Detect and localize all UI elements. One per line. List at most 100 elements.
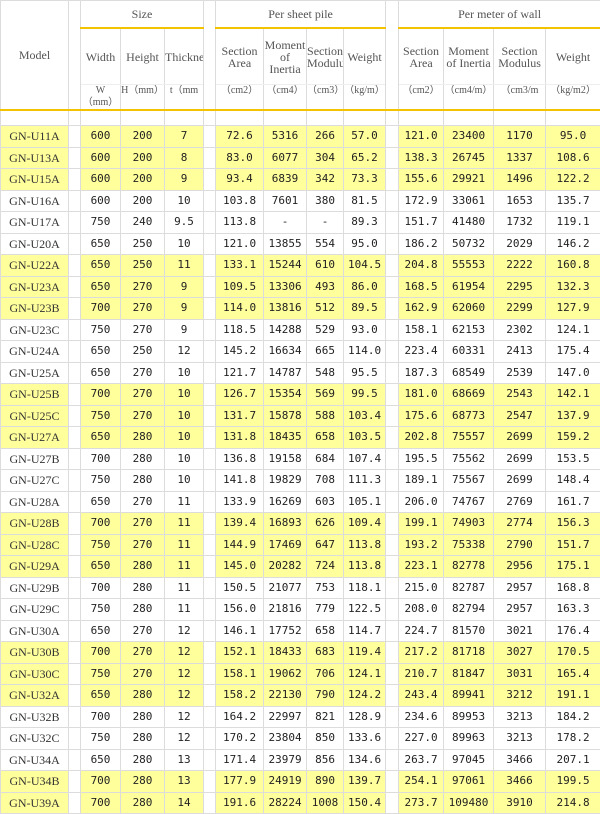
spacer-cell [386,126,399,148]
column-header-10: Weight [546,28,600,85]
column-header-2: Thickness [165,28,204,85]
value-cell: 215.0 [399,577,444,599]
value-cell: 20282 [264,556,307,578]
value-cell: 72.6 [216,126,264,148]
value-cell: 60331 [444,341,494,363]
value-cell: 11 [165,534,204,556]
value-cell: 160.8 [546,255,600,277]
spacer-cell [204,147,216,169]
value-cell: 700 [81,642,121,664]
value-cell: 95.0 [546,126,600,148]
value-cell: 86.0 [344,276,386,298]
value-cell: 700 [81,298,121,320]
value-cell: 243.4 [399,685,444,707]
value-cell: 270 [121,491,165,513]
value-cell: 10 [165,190,204,212]
value-cell: 19062 [264,663,307,685]
value-cell: 9 [165,169,204,191]
value-cell: 158.2 [216,685,264,707]
value-cell: 600 [81,190,121,212]
value-cell: 1337 [494,147,546,169]
value-cell: 148.4 [546,470,600,492]
value-cell: 3466 [494,749,546,771]
unit-label-5: （cm3） [307,85,344,111]
value-cell: 146.1 [216,620,264,642]
value-cell: 2222 [494,255,546,277]
value-cell: 199.1 [399,513,444,535]
value-cell: 68669 [444,384,494,406]
model-cell: GN-U29B [1,577,69,599]
spacer-cell [386,298,399,320]
value-cell: 41480 [444,212,494,234]
value-cell: 146.2 [546,233,600,255]
value-cell: 270 [121,663,165,685]
value-cell: 195.5 [399,448,444,470]
spacer-cell [386,276,399,298]
value-cell: 280 [121,427,165,449]
value-cell: 118.5 [216,319,264,341]
value-cell: 187.3 [399,362,444,384]
spacer-cell [386,792,399,814]
size-group-header: Size [81,1,204,29]
spacer-cell [204,405,216,427]
model-cell: GN-U27C [1,470,69,492]
value-cell: 103.5 [344,427,386,449]
value-cell: 2543 [494,384,546,406]
value-cell: 122.5 [344,599,386,621]
spacer-cell [386,642,399,664]
model-cell: GN-U15A [1,169,69,191]
spacer-cell [204,749,216,771]
value-cell: 121.0 [399,126,444,148]
value-cell: 13 [165,749,204,771]
value-cell: 29921 [444,169,494,191]
value-cell: 189.1 [399,470,444,492]
value-cell: 9 [165,319,204,341]
value-cell: 254.1 [399,771,444,793]
spacer-cell [69,298,81,320]
model-cell: GN-U25A [1,362,69,384]
value-cell: 266 [307,126,344,148]
model-cell: GN-U11A [1,126,69,148]
value-cell: 75338 [444,534,494,556]
value-cell: 214.8 [546,792,600,814]
value-cell: 127.9 [546,298,600,320]
value-cell: 24919 [264,771,307,793]
value-cell: 700 [81,448,121,470]
unit-label-4: （cm4） [264,85,307,111]
value-cell: 3213 [494,728,546,750]
value-cell: 137.9 [546,405,600,427]
value-cell: 650 [81,556,121,578]
value-cell: 15354 [264,384,307,406]
value-cell: 65.2 [344,147,386,169]
value-cell: 16634 [264,341,307,363]
value-cell: 10 [165,470,204,492]
value-cell: 159.2 [546,427,600,449]
value-cell: 163.3 [546,599,600,621]
value-cell: 16269 [264,491,307,513]
value-cell: 75557 [444,427,494,449]
value-cell: 141.8 [216,470,264,492]
value-cell: 1170 [494,126,546,148]
value-cell: 207.1 [546,749,600,771]
value-cell: 200 [121,190,165,212]
value-cell: 280 [121,685,165,707]
unit-label-9: （cm3/m [494,85,546,111]
spacer-cell [204,685,216,707]
value-cell: 156.3 [546,513,600,535]
value-cell: 493 [307,276,344,298]
spacer-cell [386,534,399,556]
value-cell: 105.1 [344,491,386,513]
model-cell: GN-U34A [1,749,69,771]
value-cell: 171.4 [216,749,264,771]
model-cell: GN-U29C [1,599,69,621]
value-cell: 184.2 [546,706,600,728]
value-cell: 7601 [264,190,307,212]
spacer-cell [204,319,216,341]
value-cell: 658 [307,427,344,449]
spacer-cell [204,276,216,298]
model-cell: GN-U23B [1,298,69,320]
spacer-cell [204,620,216,642]
